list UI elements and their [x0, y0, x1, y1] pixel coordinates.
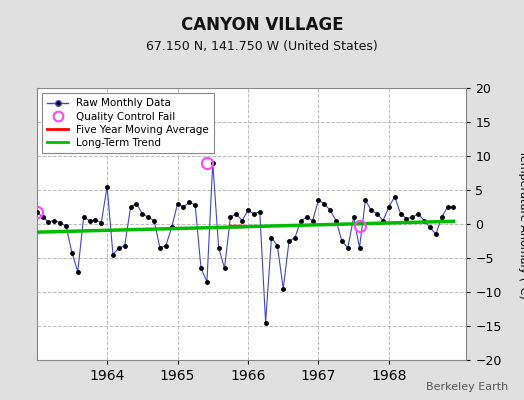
- Text: 67.150 N, 141.750 W (United States): 67.150 N, 141.750 W (United States): [146, 40, 378, 53]
- Text: CANYON VILLAGE: CANYON VILLAGE: [181, 16, 343, 34]
- Legend: Raw Monthly Data, Quality Control Fail, Five Year Moving Average, Long-Term Tren: Raw Monthly Data, Quality Control Fail, …: [42, 93, 214, 153]
- Text: Berkeley Earth: Berkeley Earth: [426, 382, 508, 392]
- Y-axis label: Temperature Anomaly (°C): Temperature Anomaly (°C): [518, 150, 524, 298]
